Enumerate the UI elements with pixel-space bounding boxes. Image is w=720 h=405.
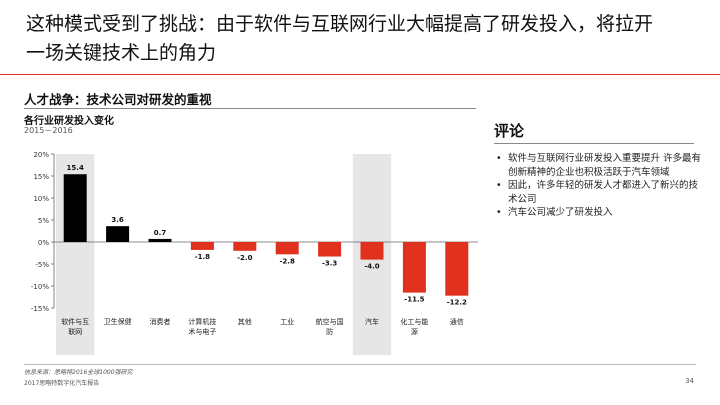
x-category-label: 工业 [280, 317, 294, 326]
chart-subtitle: 各行业研发投入变化 [24, 116, 114, 127]
y-tick-label: 15% [33, 173, 49, 181]
bar [190, 242, 214, 250]
bar-value-label: -12.2 [447, 299, 467, 307]
bar-value-label: 0.7 [154, 229, 167, 237]
section-title: 人才战争：技术公司对研发的重视 [24, 92, 212, 107]
comment-bullet-1: 软件与互联网行业研发投入重要提升 许多最有创新精神的企业也积极活跃于汽车领域 [494, 152, 704, 179]
y-tick-label: 5% [38, 217, 49, 225]
bar-value-label: 15.4 [67, 164, 84, 172]
slide-title-line-2: 一场关键技术上的角力 [26, 42, 217, 64]
y-tick-label: -10% [31, 283, 49, 291]
x-category-label: 其他 [238, 317, 252, 326]
x-category-label: 计算机技术与电子 [188, 317, 216, 336]
bar [402, 242, 426, 293]
bar [360, 242, 384, 260]
x-category-label: 卫生保健 [104, 317, 132, 326]
bar-value-label: -3.3 [322, 260, 337, 268]
y-tick-label: -5% [35, 261, 49, 269]
bar [233, 242, 257, 251]
y-tick-label: -15% [31, 305, 49, 313]
bar [148, 238, 172, 242]
comment-bullet-3: 汽车公司减少了研发投入 [494, 206, 704, 220]
slide-title: 这种模式受到了挑战：由于软件与互联网行业大幅提高了研发投入，将拉开 一场关键技术… [26, 10, 706, 68]
title-divider [0, 74, 720, 75]
y-tick-label: 0% [38, 239, 49, 247]
x-category-label: 通信 [450, 317, 464, 326]
page-number: 34 [685, 377, 694, 385]
comments-list: 软件与互联网行业研发投入重要提升 许多最有创新精神的企业也积极活跃于汽车领域 因… [494, 152, 704, 220]
comments-title: 评论 [494, 122, 525, 140]
bar-value-label: -1.8 [195, 253, 210, 261]
x-category-label: 航空与国防 [316, 317, 344, 336]
x-category-label: 汽车 [365, 317, 379, 326]
bar [63, 174, 87, 242]
bar-value-label: -2.0 [237, 254, 252, 262]
bar [318, 242, 342, 257]
source-note: 信息来源：思略特2016全球1000强研究 [24, 369, 133, 376]
y-tick-label: 10% [33, 195, 49, 203]
bar-value-label: -2.8 [280, 257, 295, 265]
comments-divider [494, 143, 694, 144]
bar-value-label: 3.6 [111, 216, 124, 224]
section-divider [24, 108, 476, 109]
bar-value-label: -4.0 [364, 263, 379, 271]
bar-value-label: -11.5 [404, 296, 424, 304]
report-name: 2017思略特数字化汽车报告 [24, 380, 100, 387]
chart-period: 2015－2016 [24, 126, 73, 135]
bar [106, 226, 130, 242]
x-category-label: 软件与互联网 [61, 317, 89, 336]
bar [445, 242, 469, 296]
bar [275, 242, 299, 255]
y-tick-label: 20% [33, 151, 49, 159]
bar-chart: 20% 15% 10% 5% 0% -5% -10% -15% 15.4 3.6 0.7 -1.8 -2… [31, 151, 478, 355]
comment-bullet-2: 因此，许多年轻的研发人才都进入了新兴的技术公司 [494, 179, 704, 206]
footer-divider [24, 364, 696, 365]
x-category-label: 消费者 [150, 317, 171, 326]
x-category-label: 化工与能源 [400, 317, 428, 336]
slide-title-line-1: 这种模式受到了挑战：由于软件与互联网行业大幅提高了研发投入，将拉开 [26, 13, 654, 35]
